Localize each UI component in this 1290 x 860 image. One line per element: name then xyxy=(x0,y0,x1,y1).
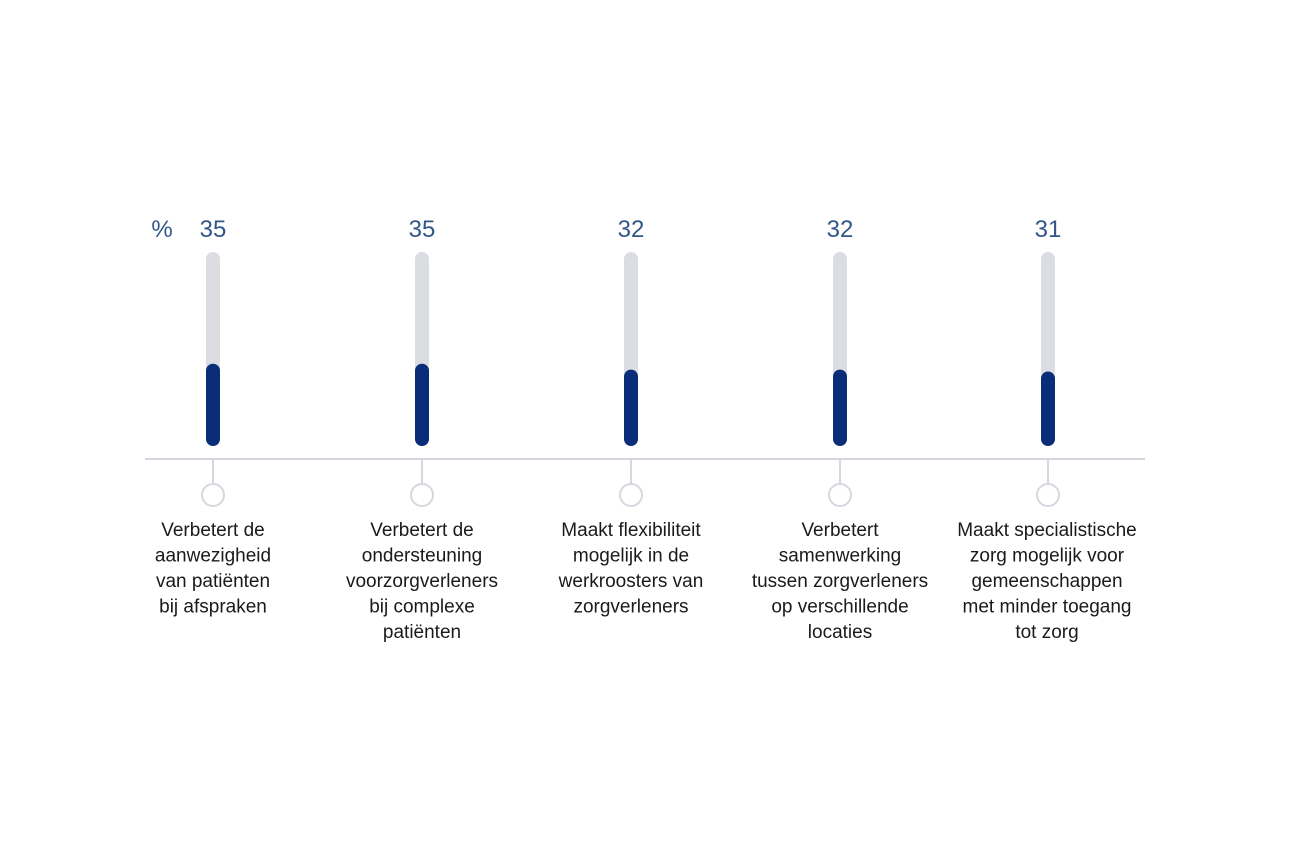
category-label-line: aanwezigheid xyxy=(155,546,271,567)
category-label-line: voorzorgverleners xyxy=(346,571,498,592)
bar xyxy=(833,369,847,446)
category-label: Maakt flexibiliteit mogelijk in de werkroo… xyxy=(558,520,704,618)
value-label: 32 xyxy=(827,216,854,243)
marker-circle xyxy=(201,483,225,507)
bar xyxy=(1041,371,1055,446)
unit-label: % xyxy=(151,216,172,243)
value-label: 35 xyxy=(409,216,436,243)
category-label-line: tot zorg xyxy=(1015,622,1078,643)
category-label-line: ondersteuning xyxy=(362,546,482,567)
category-label-line: Verbetert de xyxy=(161,520,265,541)
category-label-line: Maakt specialistische xyxy=(957,520,1137,541)
marker-circle xyxy=(828,483,852,507)
category-label-line: werkroosters van xyxy=(558,571,704,592)
value-labels: 35 35 32 32 31 xyxy=(200,216,1062,243)
category-label: Maakt specialistische zorg mogelijk voor g… xyxy=(957,520,1137,643)
category-label-line: zorg mogelijk voor xyxy=(970,546,1125,567)
value-label: 31 xyxy=(1035,216,1062,243)
bar xyxy=(206,363,220,446)
value-label: 35 xyxy=(200,216,227,243)
marker-circle xyxy=(619,483,643,507)
category-label-line: locaties xyxy=(808,622,872,643)
bar xyxy=(415,363,429,446)
category-label-line: tussen zorgverleners xyxy=(752,571,928,592)
category-label-line: Maakt flexibiliteit xyxy=(561,520,701,541)
category-label: Verbetert de aanwezigheid van patiënten bij… xyxy=(155,520,271,618)
category-label-line: gemeenschappen xyxy=(971,571,1122,592)
category-label-line: van patiënten xyxy=(156,571,270,592)
marker-circle xyxy=(410,483,434,507)
category-label-line: zorgverleners xyxy=(573,597,688,618)
connectors xyxy=(201,459,1060,507)
category-label-line: samenwerking xyxy=(779,546,902,567)
category-labels: Verbetert de aanwezigheid van patiënten bij… xyxy=(155,520,1137,643)
value-label: 32 xyxy=(618,216,645,243)
category-label-line: Verbetert xyxy=(801,520,879,541)
category-label: Verbetert de ondersteuning voorzorgverlene… xyxy=(346,520,498,643)
category-label-line: patiënten xyxy=(383,622,461,643)
category-label-line: mogelijk in de xyxy=(573,546,689,567)
marker-circle xyxy=(1036,483,1060,507)
category-label-line: bij afspraken xyxy=(159,597,267,618)
bar xyxy=(624,369,638,446)
category-label-line: met minder toegang xyxy=(963,597,1132,618)
category-label: Verbetert samenwerking tussen zorgverlener… xyxy=(752,520,928,643)
category-label-line: op verschillende xyxy=(771,597,908,618)
category-label-line: Verbetert de xyxy=(370,520,474,541)
category-label-line: bij complexe xyxy=(369,597,475,618)
bars xyxy=(206,363,1055,446)
